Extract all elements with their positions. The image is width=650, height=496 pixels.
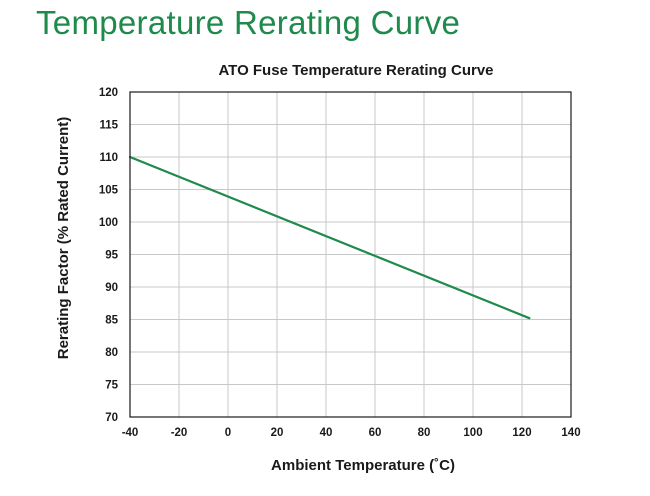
- x-tick-label: 80: [418, 427, 431, 439]
- y-tick-label: 70: [105, 412, 118, 424]
- x-axis-label: Ambient Temperature (˚C): [271, 457, 455, 474]
- y-tick-label: 110: [99, 152, 118, 164]
- y-tick-labels: 70 75 80 85 90 95 100 105 110 115 120: [99, 87, 119, 424]
- y-tick-label: 80: [105, 347, 118, 359]
- page-heading: Temperature Rerating Curve: [36, 4, 461, 41]
- x-tick-label: 100: [463, 427, 482, 439]
- x-tick-label: -40: [122, 427, 139, 439]
- y-tick-label: 75: [105, 380, 118, 392]
- y-tick-label: 120: [99, 87, 118, 99]
- y-tick-label: 95: [105, 250, 118, 262]
- chart-title: ATO Fuse Temperature Rerating Curve: [218, 62, 493, 79]
- y-axis-label: Rerating Factor (% Rated Current): [55, 117, 72, 360]
- y-tick-label: 100: [99, 217, 118, 229]
- plot-frame: [129, 91, 572, 418]
- rerating-series-line: [128, 155, 531, 320]
- series-layer: [128, 155, 531, 320]
- x-tick-label: 60: [369, 427, 382, 439]
- y-tick-label: 115: [99, 120, 118, 132]
- x-tick-label: 140: [561, 427, 580, 439]
- x-tick-label: 40: [320, 427, 333, 439]
- x-tick-label: -20: [171, 427, 188, 439]
- x-tick-label: 120: [512, 427, 531, 439]
- y-tick-label: 90: [105, 282, 118, 294]
- y-tick-label: 105: [99, 185, 119, 197]
- y-tick-label: 85: [105, 315, 118, 327]
- x-tick-labels: -40 -20 0 20 40 60 80 100 120 140: [122, 427, 581, 439]
- x-tick-label: 20: [271, 427, 284, 439]
- grid: [129, 91, 572, 418]
- x-tick-label: 0: [225, 427, 231, 439]
